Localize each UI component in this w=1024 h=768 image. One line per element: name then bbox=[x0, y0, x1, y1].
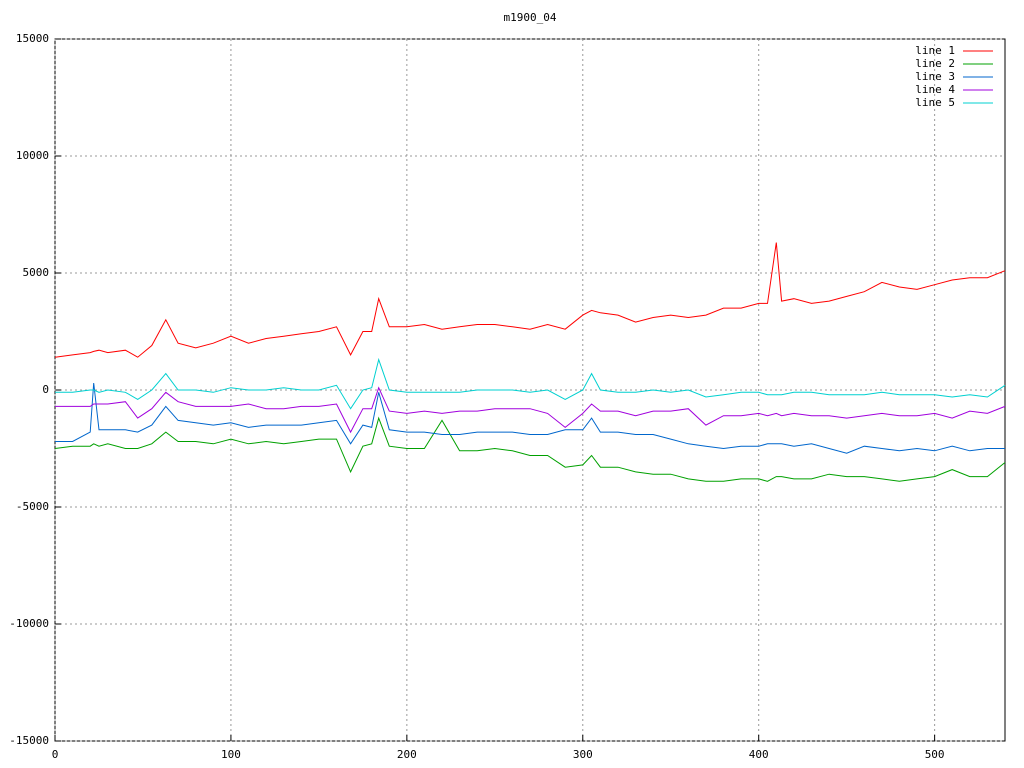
x-tick-label: 100 bbox=[221, 748, 241, 761]
x-tick-label: 400 bbox=[749, 748, 769, 761]
y-tick-label: 10000 bbox=[16, 149, 49, 162]
series-line bbox=[54, 416, 1006, 482]
legend-label: line 1 bbox=[915, 44, 955, 57]
y-tick-label: 15000 bbox=[16, 32, 49, 45]
series-line bbox=[55, 386, 1006, 434]
chart-title: m1900_04 bbox=[504, 11, 557, 24]
legend-label: line 3 bbox=[915, 70, 955, 83]
legend-label: line 4 bbox=[915, 83, 955, 96]
y-tick-label: 0 bbox=[42, 383, 49, 396]
y-tick-label: -15000 bbox=[9, 734, 49, 747]
x-tick-label: 0 bbox=[52, 748, 59, 761]
x-tick-label: 500 bbox=[925, 748, 945, 761]
y-tick-label: -10000 bbox=[9, 617, 49, 630]
y-tick-label: 5000 bbox=[23, 266, 50, 279]
series-line bbox=[55, 382, 1005, 454]
series-line bbox=[54, 242, 1006, 358]
y-tick-label: -5000 bbox=[16, 500, 49, 513]
series-line bbox=[55, 357, 1006, 410]
x-tick-label: 200 bbox=[397, 748, 417, 761]
x-tick-label: 300 bbox=[573, 748, 593, 761]
legend-label: line 2 bbox=[915, 57, 955, 70]
legend-label: line 5 bbox=[915, 96, 955, 109]
